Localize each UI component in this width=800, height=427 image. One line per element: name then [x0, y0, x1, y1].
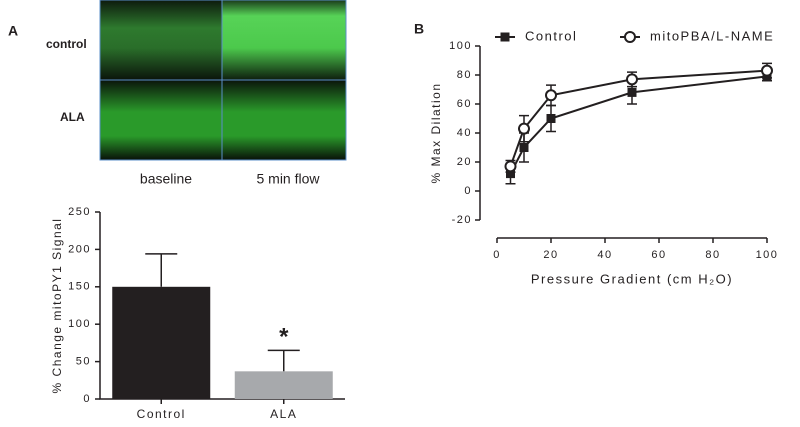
y-axis-label: % Max Dilation — [429, 82, 443, 183]
x-tick-label: 0 — [493, 249, 501, 261]
x-tick-label: Control — [137, 407, 186, 421]
data-point — [504, 160, 517, 173]
row-label: ALA — [60, 110, 85, 124]
x-tick-label: ALA — [270, 407, 297, 421]
y-tick-label: -20 — [452, 214, 472, 226]
x-tick-label: 20 — [543, 249, 558, 261]
image — [100, 80, 222, 160]
y-tick-label: 100 — [68, 318, 91, 330]
annotation: * — [279, 324, 289, 351]
y-tick-label: 100 — [449, 40, 472, 52]
x-tick-label: 60 — [651, 249, 666, 261]
data-point — [626, 73, 638, 86]
panel-label: A — [8, 23, 18, 39]
error-bar — [267, 349, 300, 372]
image — [222, 0, 346, 80]
y-tick-label: 0 — [464, 185, 472, 197]
image-border — [99, 0, 347, 161]
y-tick-label: 150 — [68, 281, 91, 293]
image — [222, 80, 346, 160]
column-label: 5 min flow — [256, 171, 320, 187]
y-tick-label: 20 — [457, 156, 472, 168]
x-tick-label: 40 — [597, 249, 612, 261]
legend-label: mitoPBA/L-NAME — [650, 28, 774, 43]
row-label: control — [46, 37, 87, 51]
legend-marker — [624, 31, 636, 43]
error-bar — [145, 253, 178, 287]
y-tick-label: 80 — [457, 69, 472, 81]
x-tick-label: 100 — [756, 249, 779, 261]
data-point — [761, 64, 773, 77]
y-tick-label: 50 — [76, 356, 91, 368]
bar — [234, 371, 333, 399]
data-point — [545, 89, 557, 102]
panel-label: B — [414, 21, 424, 37]
y-axis-label: % Change mitoPY1 Signal — [50, 218, 64, 394]
data-point — [627, 87, 637, 97]
bar — [112, 286, 211, 399]
legend-label: Control — [525, 28, 577, 43]
column-label: baseline — [140, 171, 192, 187]
x-axis-label: Pressure Gradient (cm H₂O) — [531, 271, 733, 286]
data-point — [519, 143, 529, 152]
y-tick-label: 250 — [68, 206, 91, 218]
legend-marker — [500, 32, 510, 42]
micrographs — [99, 0, 347, 161]
image — [100, 0, 222, 80]
y-tick-label: 0 — [83, 393, 91, 405]
y-tick-label: 200 — [68, 243, 91, 255]
x-tick-label: 80 — [705, 249, 720, 261]
y-tick-label: 40 — [457, 127, 472, 139]
data-point — [518, 122, 530, 135]
data-point — [506, 169, 515, 179]
data-point — [546, 114, 556, 123]
y-tick-label: 60 — [457, 98, 472, 110]
